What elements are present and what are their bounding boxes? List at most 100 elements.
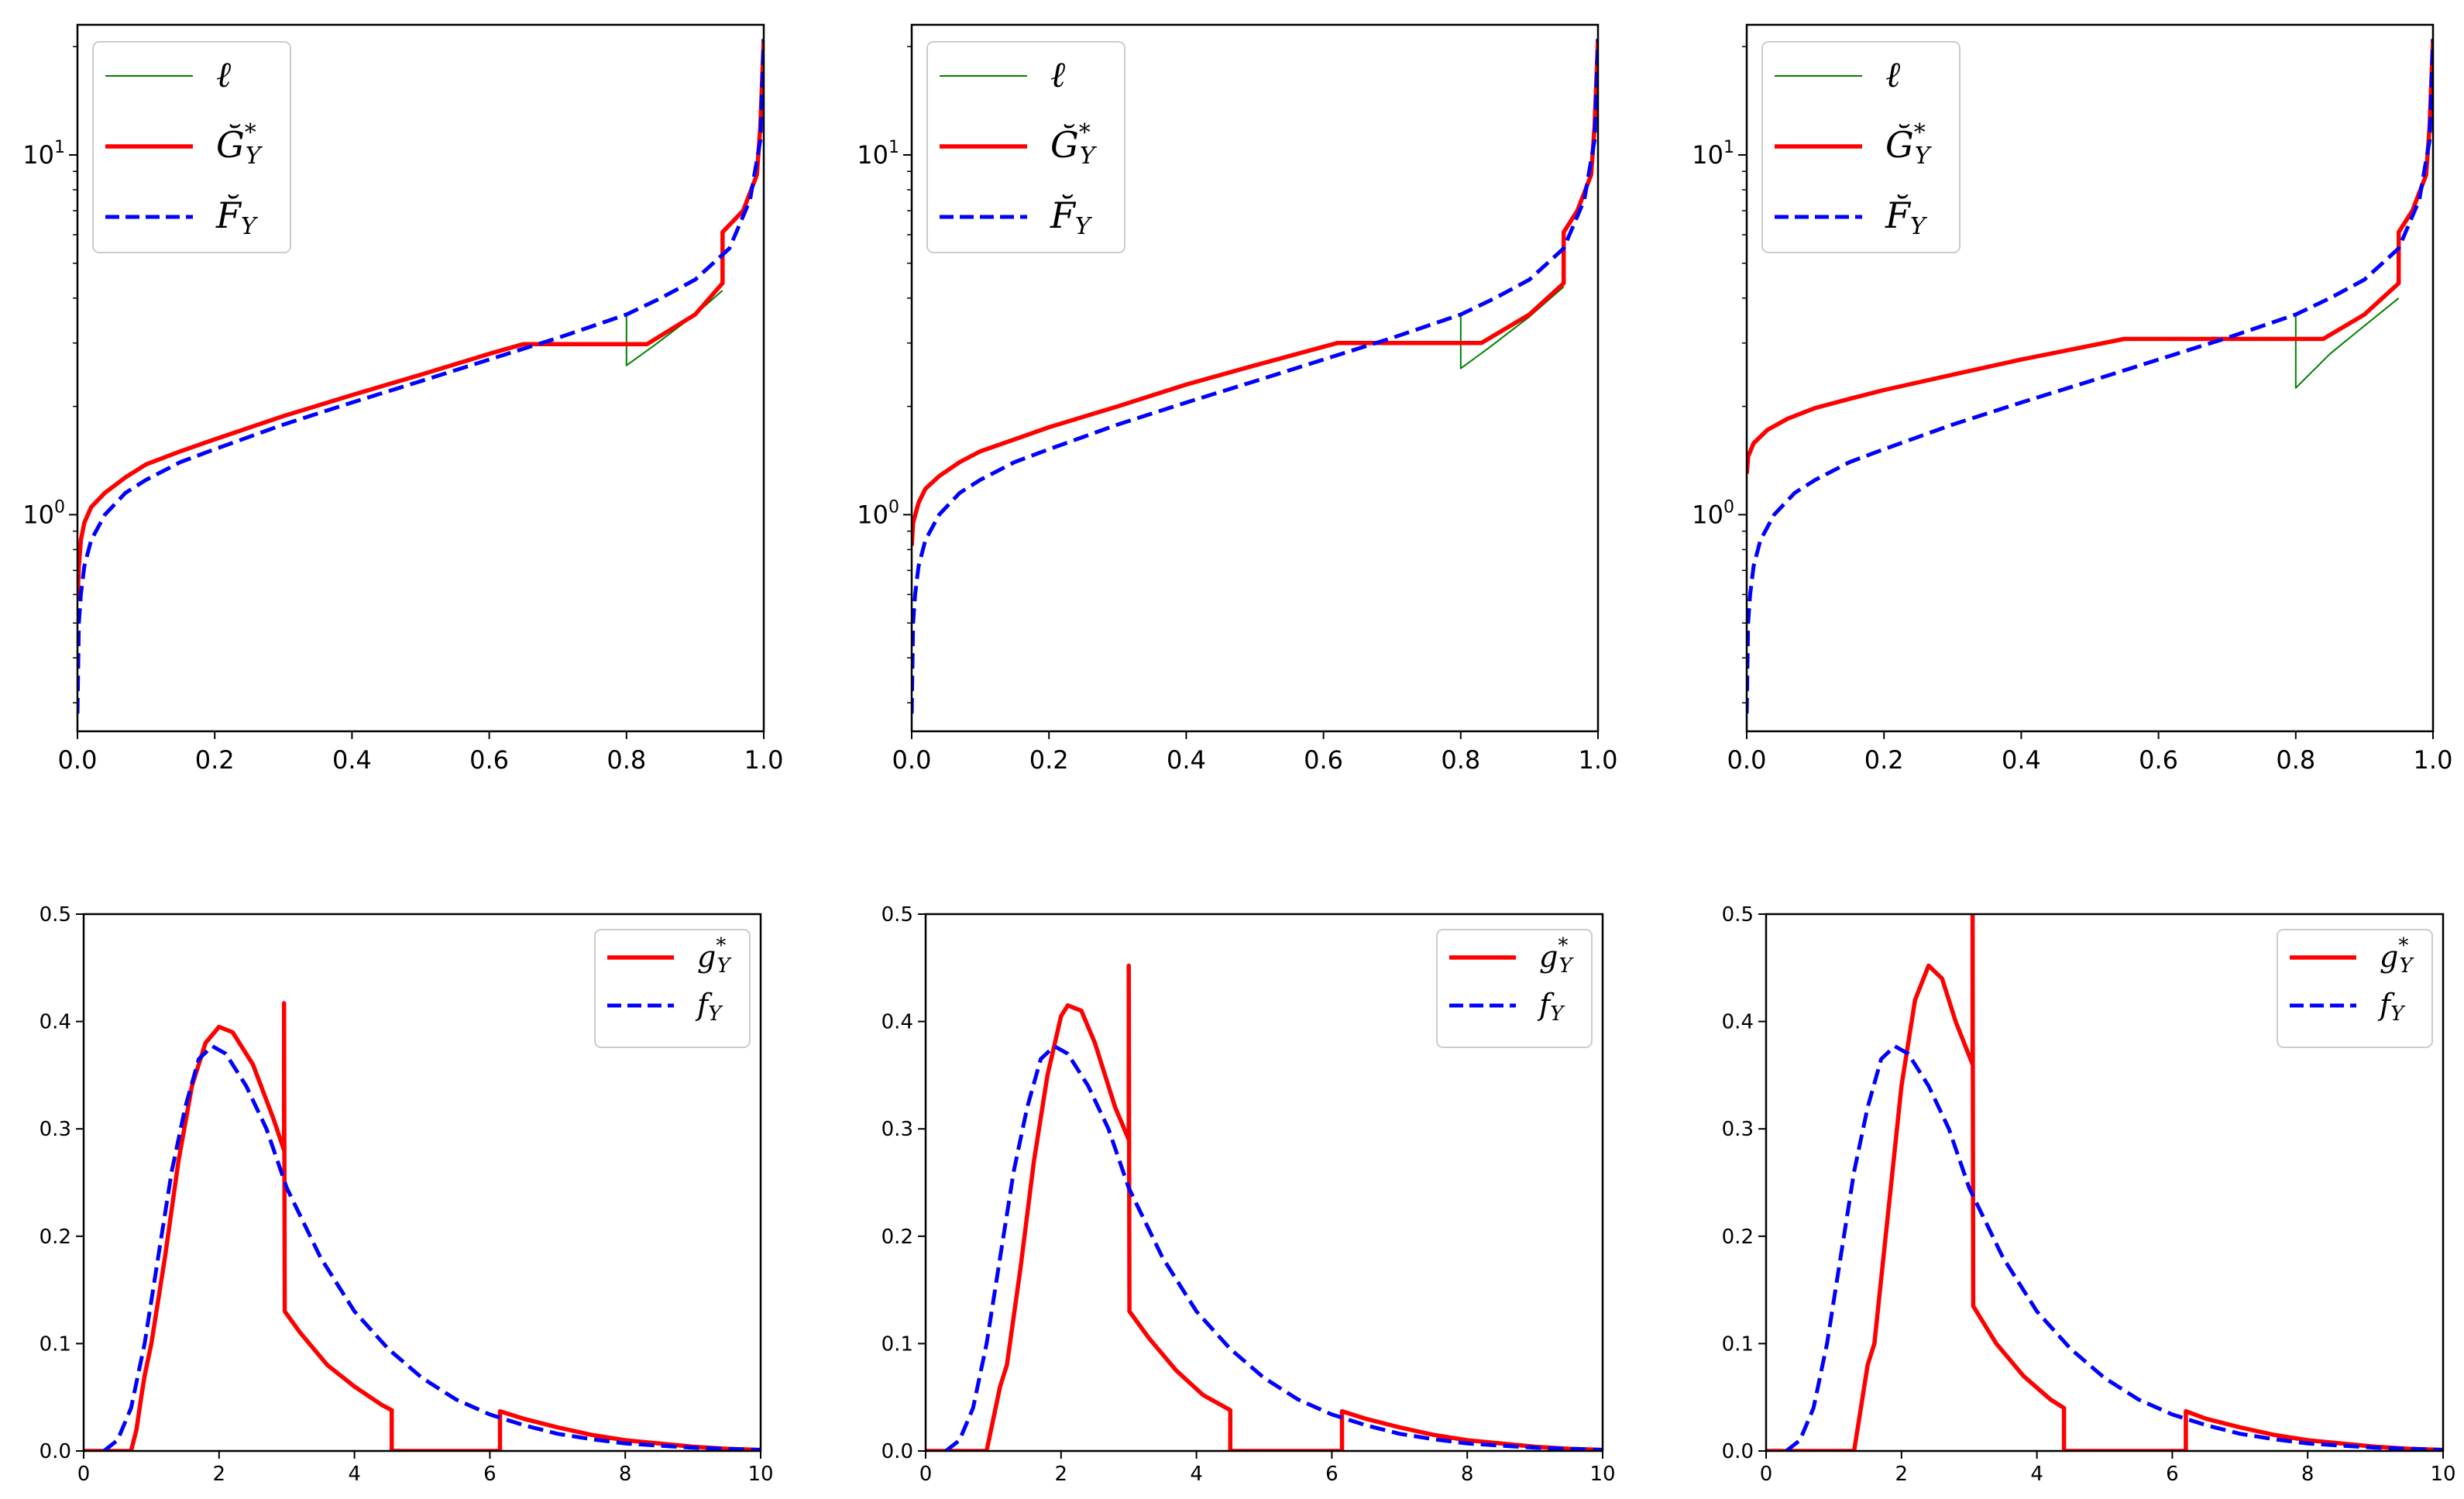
y-tick-label: 101 <box>22 138 65 170</box>
y-tick-label: 101 <box>1692 138 1734 170</box>
x-tick-label: 0.0 <box>58 745 98 775</box>
legend: g* YfY <box>1436 929 1593 1048</box>
x-tick-label: 0.8 <box>2276 745 2315 775</box>
x-tick-label: 0.6 <box>2139 745 2178 775</box>
series-line-2 <box>1747 39 2433 474</box>
x-tick-label: 0.0 <box>1727 745 1767 775</box>
axes-frame <box>1765 913 2445 1453</box>
y-tick-label: 0.0 <box>1722 1440 1754 1463</box>
series-line-2 <box>912 39 1598 546</box>
x-tick-label: 2 <box>1055 1463 1068 1486</box>
legend-label: F̆Y <box>215 194 259 240</box>
series-line-2 <box>1785 1044 2443 1451</box>
legend: g* YfY <box>2277 929 2433 1048</box>
axes-frame <box>1745 23 2435 733</box>
y-tick-label: 0.0 <box>881 1440 913 1463</box>
series-line-2 <box>102 1044 761 1451</box>
chart-panel-top-1: 0.0 0.2 0.4 0.6 0.8 1.0 100 101 ℓ Ğ* Y F̆Y <box>22 23 784 775</box>
y-tick-label: 0.0 <box>40 1440 71 1463</box>
series-line-1 <box>1766 914 2443 1451</box>
y-tick-label: 0.4 <box>881 1011 913 1034</box>
chart-panel-bottom-1: 0 2 4 6 8 10 0.0 0.1 0.2 0.3 0.4 0.5 g* YfY <box>40 903 774 1486</box>
legend-label: g* Y <box>1539 934 1574 978</box>
x-tick-label: 6 <box>1325 1463 1339 1486</box>
y-tick-label: 0.3 <box>40 1118 71 1141</box>
legend: ℓ Ğ* Y F̆Y <box>1761 41 1961 253</box>
y-tick-label: 0.5 <box>881 903 913 927</box>
x-tick-label: 1.0 <box>1579 745 1618 775</box>
legend-box <box>594 929 751 1048</box>
legend-label: g* Y <box>2380 934 2414 978</box>
legend-label: ℓ <box>216 53 232 95</box>
legend-label: g* Y <box>697 934 732 978</box>
legend: ℓ Ğ* Y F̆Y <box>926 41 1125 253</box>
x-tick-label: 2 <box>1895 1463 1909 1486</box>
chart-panel-bottom-2: 0 2 4 6 8 10 0.0 0.1 0.2 0.3 0.4 0.5 g* YfY <box>881 903 1616 1486</box>
legend-label: Ğ* Y <box>1885 119 1933 170</box>
x-tick-label: 1.0 <box>2414 745 2453 775</box>
x-tick-label: 0.2 <box>195 745 235 775</box>
y-tick-label: 0.3 <box>881 1118 913 1141</box>
x-tick-label: 0.4 <box>1167 745 1206 775</box>
y-tick-label: 0.5 <box>1722 903 1754 927</box>
y-tick-label: 0.1 <box>40 1332 71 1356</box>
axes-frame <box>76 23 765 733</box>
x-tick-label: 4 <box>348 1463 361 1486</box>
x-tick-label: 0.0 <box>892 745 932 775</box>
x-tick-label: 0.8 <box>1441 745 1480 775</box>
series-line-3 <box>77 39 764 714</box>
series-line-2 <box>77 39 764 600</box>
x-tick-label: 0.6 <box>469 745 509 775</box>
legend: ℓ Ğ* Y F̆Y <box>92 41 291 253</box>
y-tick-label: 101 <box>857 138 899 170</box>
y-tick-label: 0.1 <box>881 1332 913 1356</box>
y-tick-label: 0.2 <box>1722 1226 1754 1249</box>
legend-box <box>1436 929 1593 1048</box>
legend-label: Ğ* Y <box>216 119 263 170</box>
legend-box <box>2277 929 2433 1048</box>
chart-panel-bottom-3: 0 2 4 6 8 10 0.0 0.1 0.2 0.3 0.4 0.5 g* YfY <box>1722 903 2456 1486</box>
x-tick-label: 0.4 <box>2002 745 2041 775</box>
x-tick-label: 6 <box>483 1463 497 1486</box>
chart-panel-top-3: 0.0 0.2 0.4 0.6 0.8 1.0 100 101 ℓ Ğ* Y F̆Y <box>1692 23 2453 775</box>
y-tick-label: 0.5 <box>40 903 71 927</box>
x-tick-label: 0 <box>77 1463 91 1486</box>
y-tick-label: 100 <box>857 497 899 529</box>
x-tick-label: 0 <box>919 1463 933 1486</box>
legend-label: Ğ* Y <box>1050 119 1098 170</box>
x-tick-label: 6 <box>2166 1463 2179 1486</box>
y-tick-label: 0.4 <box>1722 1011 1754 1034</box>
series-line-1 <box>2294 297 2400 389</box>
series-line-3 <box>1747 39 2433 714</box>
y-tick-label: 0.2 <box>40 1226 71 1249</box>
y-tick-label: 0.2 <box>881 1226 913 1249</box>
x-tick-label: 2 <box>213 1463 226 1486</box>
x-tick-label: 10 <box>2430 1463 2455 1486</box>
x-tick-label: 1.0 <box>744 745 784 775</box>
y-tick-label: 100 <box>22 497 65 529</box>
legend-label: ℓ <box>1885 53 1901 95</box>
x-tick-label: 8 <box>619 1463 632 1486</box>
x-tick-label: 0 <box>1760 1463 1773 1486</box>
x-tick-label: 0.6 <box>1304 745 1343 775</box>
series-line-1 <box>926 963 1603 1451</box>
axes-frame <box>924 913 1604 1453</box>
x-tick-label: 8 <box>1461 1463 1474 1486</box>
y-tick-label: 100 <box>1692 497 1734 529</box>
legend-label: F̆Y <box>1050 194 1093 240</box>
x-tick-label: 0.8 <box>607 745 646 775</box>
axes-frame <box>910 23 1600 733</box>
legend-label: F̆Y <box>1885 194 1928 240</box>
x-tick-label: 4 <box>2030 1463 2043 1486</box>
x-tick-label: 10 <box>747 1463 773 1486</box>
y-tick-label: 0.3 <box>1722 1118 1754 1141</box>
legend: g* YfY <box>594 929 751 1048</box>
series-line-2 <box>944 1044 1603 1451</box>
x-tick-label: 0.2 <box>1029 745 1069 775</box>
x-tick-label: 8 <box>2301 1463 2315 1486</box>
x-tick-label: 10 <box>1589 1463 1615 1486</box>
chart-panel-top-2: 0.0 0.2 0.4 0.6 0.8 1.0 100 101 ℓ Ğ* Y F̆Y <box>857 23 1618 775</box>
legend-label: ℓ <box>1050 53 1066 95</box>
series-line-1 <box>84 1001 761 1451</box>
